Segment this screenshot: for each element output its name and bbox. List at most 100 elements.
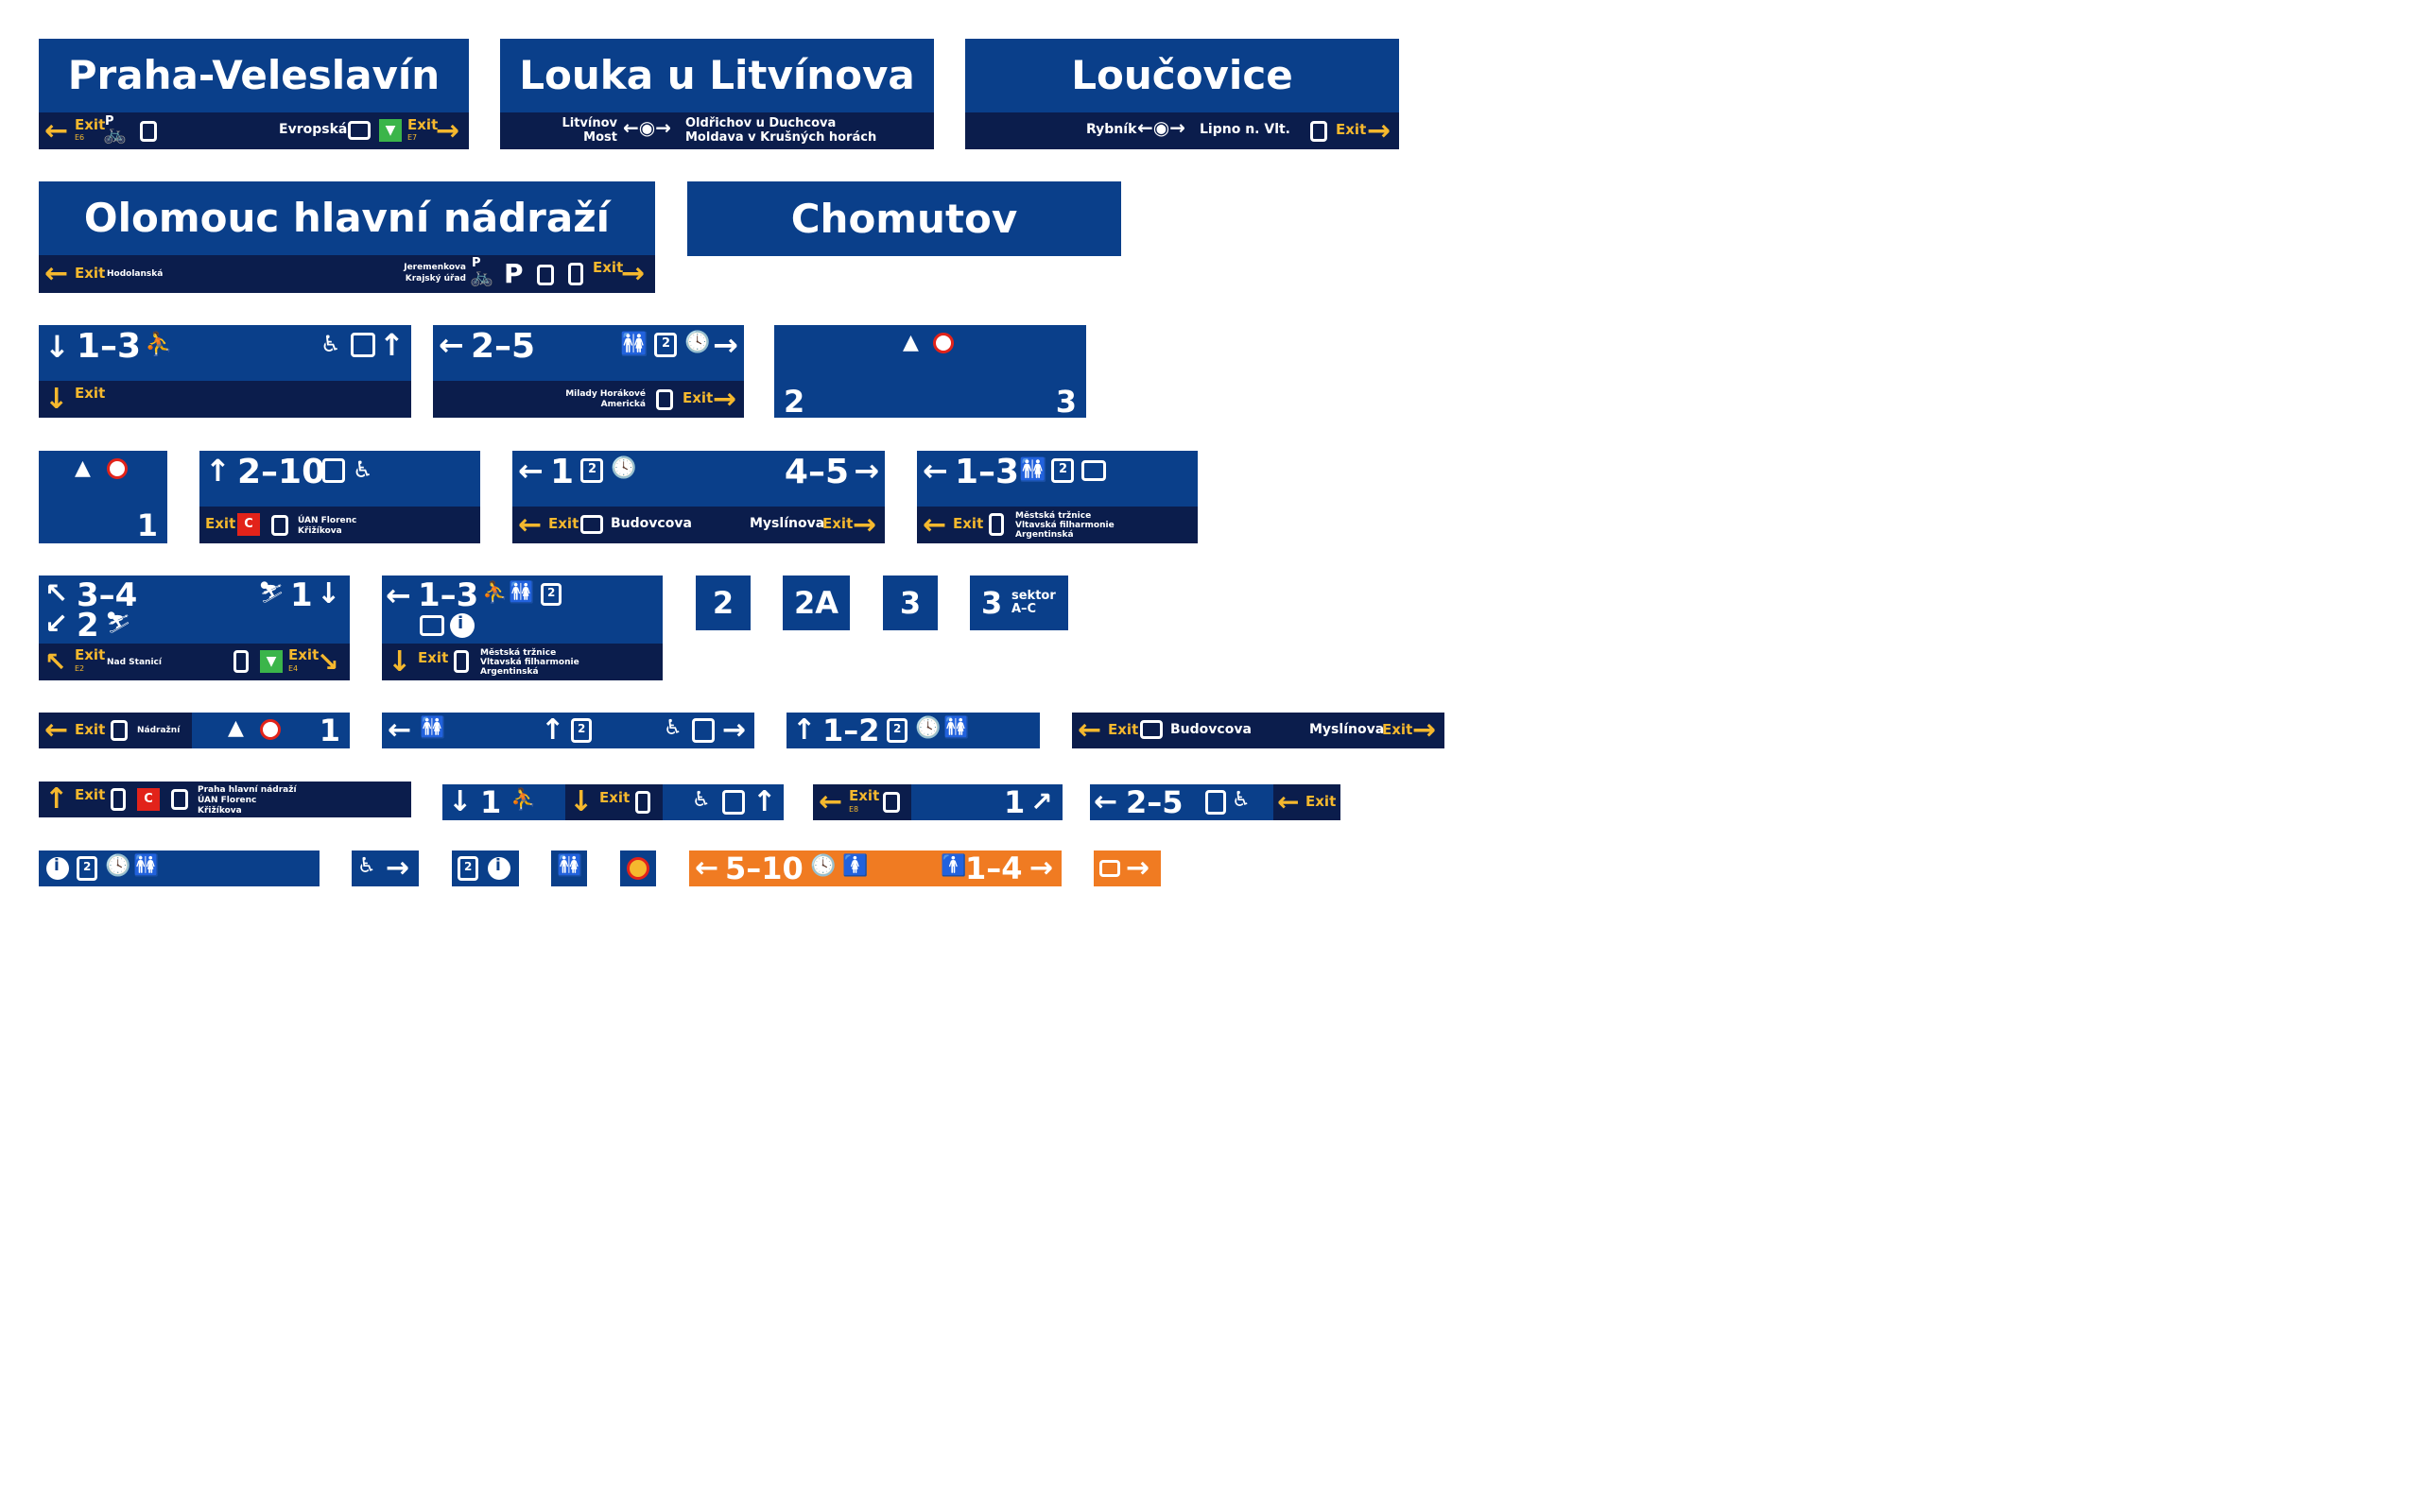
sign-tickets-info: 2 i — [452, 850, 519, 886]
arrow-left-icon: ← — [44, 713, 69, 747]
camera-icon: ▲ — [228, 716, 244, 740]
exit-code: E2 — [75, 664, 85, 673]
exit-code-right: E7 — [407, 133, 418, 142]
tickets-digit: 2 — [662, 336, 671, 351]
bus-icon — [656, 389, 673, 410]
platform-label: 3 — [981, 585, 1003, 621]
track-range-right: 1–4 — [965, 850, 1023, 886]
tram-icon — [989, 513, 1004, 536]
arrow-down-left-icon: ↙ — [44, 608, 69, 641]
man-icon: 🚹 — [941, 854, 967, 878]
sign-amenities-row: ← 🚻 ↑ 2 ♿ → — [382, 713, 754, 748]
track-range: 2–5 — [471, 327, 536, 366]
exit-code-right: E4 — [288, 664, 299, 673]
sign-tracks-1-3: ↓ 1–3 ⛹ ♿ ↑ ↓ Exit — [39, 325, 411, 418]
arrow-right-icon: → — [386, 851, 410, 885]
arrow-right-icon: → — [621, 257, 646, 290]
sign-exit-e8-track-1: ← Exit E8 1 ↗ — [813, 784, 1063, 820]
exit-label: Exit — [418, 649, 449, 666]
toilets-icon: 🚻 — [943, 716, 970, 740]
sign-wheelchair-right: ♿ → — [352, 850, 419, 886]
direction-right: Lipno n. Vlt. — [1200, 122, 1291, 137]
sign-orange-vehicle: → — [1094, 850, 1161, 886]
exit-label: Exit — [953, 515, 984, 532]
metro-c-icon: C — [237, 513, 260, 536]
arrow-up-icon: ↑ — [44, 782, 69, 816]
sign-platform-3-small: 3 — [883, 576, 938, 630]
line-direction-icon: ←◉→ — [623, 116, 671, 139]
exit-label-right: Exit — [593, 259, 624, 276]
street-right: Myslínova — [1309, 722, 1385, 737]
street-left: Budovcova — [1170, 722, 1252, 737]
elevator-icon — [1205, 790, 1226, 815]
arrow-left-icon: ← — [518, 508, 543, 541]
arrow-left-icon: ← — [819, 785, 843, 818]
exit-bar: Milady Horákové Americká Exit → — [433, 381, 744, 418]
platform-number: 1 — [319, 713, 340, 748]
dest-3: Argentinská — [1015, 530, 1074, 540]
stairs-icon: ⛹ — [510, 788, 537, 812]
arrow-down-icon: ↓ — [44, 329, 70, 365]
sign-tracks-1-2: ↑ 1–2 2 🕓 🚻 — [786, 713, 1040, 748]
platform-label: 3 — [899, 585, 922, 621]
toilets-icon: 🚻 — [133, 854, 160, 878]
sign-tracks-2-5-exit: ← 2–5 ♿ ← Exit — [1090, 784, 1340, 820]
exit-bar: ↓ Exit Městská tržnice Vltavská filharmo… — [382, 644, 663, 680]
arrow-left-icon: ← — [923, 508, 947, 541]
stairs-icon: ⛹ — [145, 331, 173, 357]
station-title: Louka u Litvínova — [519, 52, 915, 98]
exit-label: Exit — [75, 786, 106, 803]
platform-label: 2A — [793, 585, 839, 621]
bus-icon — [140, 121, 157, 142]
exit-bar: ← Exit Městská tržnice Vltavská filharmo… — [917, 507, 1198, 543]
sign-tracks-1-3-info: ← 1–3 ⛹ 🚻 2 i ↓ Exit Městská tržnice Vlt… — [382, 576, 663, 680]
arrow-left-icon: ← — [518, 453, 544, 489]
arrow-right-icon: → — [1126, 851, 1150, 885]
line-direction-icon: ←◉→ — [1137, 116, 1185, 139]
info-icon — [450, 613, 475, 638]
track-range: 2–10 — [237, 453, 326, 491]
direction-bar: Rybník ←◉→ Lipno n. Vlt. Exit → — [965, 112, 1399, 149]
street-right: Myslínova — [750, 516, 825, 531]
tickets-icon — [580, 458, 603, 483]
exit-label-right: Exit — [822, 515, 854, 532]
street-1: Milady Horákové — [565, 389, 646, 399]
exit-label: Exit — [683, 389, 714, 406]
luggage-icon — [1081, 460, 1106, 481]
no-smoking-icon — [260, 719, 281, 740]
wheelchair-icon: ♿ — [692, 788, 711, 812]
exit-label-right: Exit — [1382, 721, 1413, 738]
camera-icon: ▲ — [75, 456, 91, 480]
exit-label: Exit — [1305, 793, 1337, 810]
arrow-left-icon: ← — [439, 327, 464, 363]
platform-left: 2 — [784, 384, 805, 418]
luggage-icon — [420, 615, 444, 636]
arrow-right-icon: → — [713, 383, 737, 416]
elevator-icon — [722, 790, 745, 815]
tickets-icon — [541, 583, 562, 606]
arrow-right-icon: → — [1412, 713, 1437, 747]
street-label: Nádražní — [137, 726, 181, 735]
metro-c-icon: C — [137, 788, 160, 811]
toilets-icon: 🚻 — [509, 581, 535, 605]
arrow-right-icon: → — [722, 713, 747, 747]
sign-exit-budovcova: ← Exit Budovcova Myslínova Exit → — [1072, 713, 1444, 748]
tickets-icon — [887, 718, 908, 743]
metro-b-icon: ▼ — [260, 650, 283, 673]
tram-icon — [233, 650, 249, 673]
arrow-up-icon: ↑ — [792, 713, 817, 747]
arrow-left-icon: ← — [388, 713, 412, 747]
sign-tracks-1-and-4-5: ← 1 2 🕓 4–5 → ← Exit Budovcova Myslínova… — [512, 451, 885, 543]
bike-parking-icon: P — [472, 256, 481, 270]
info-letter: i — [54, 856, 60, 875]
arrow-down-right-icon: ↘ — [317, 646, 339, 678]
arrow-up-icon: ↑ — [541, 713, 565, 747]
sign-track-1-stairs: ↓ 1 ⛹ ↓ Exit ♿ ↑ — [442, 784, 784, 820]
metro-a-icon: ▼ — [379, 119, 402, 142]
arrow-down-icon: ↓ — [317, 577, 341, 610]
bus-icon — [883, 792, 900, 813]
toilets-icon: 🚻 — [557, 854, 583, 878]
track-number: 1 — [1004, 784, 1026, 820]
vehicle-icon — [1099, 860, 1120, 877]
bike-parking-icon: P — [105, 114, 114, 129]
